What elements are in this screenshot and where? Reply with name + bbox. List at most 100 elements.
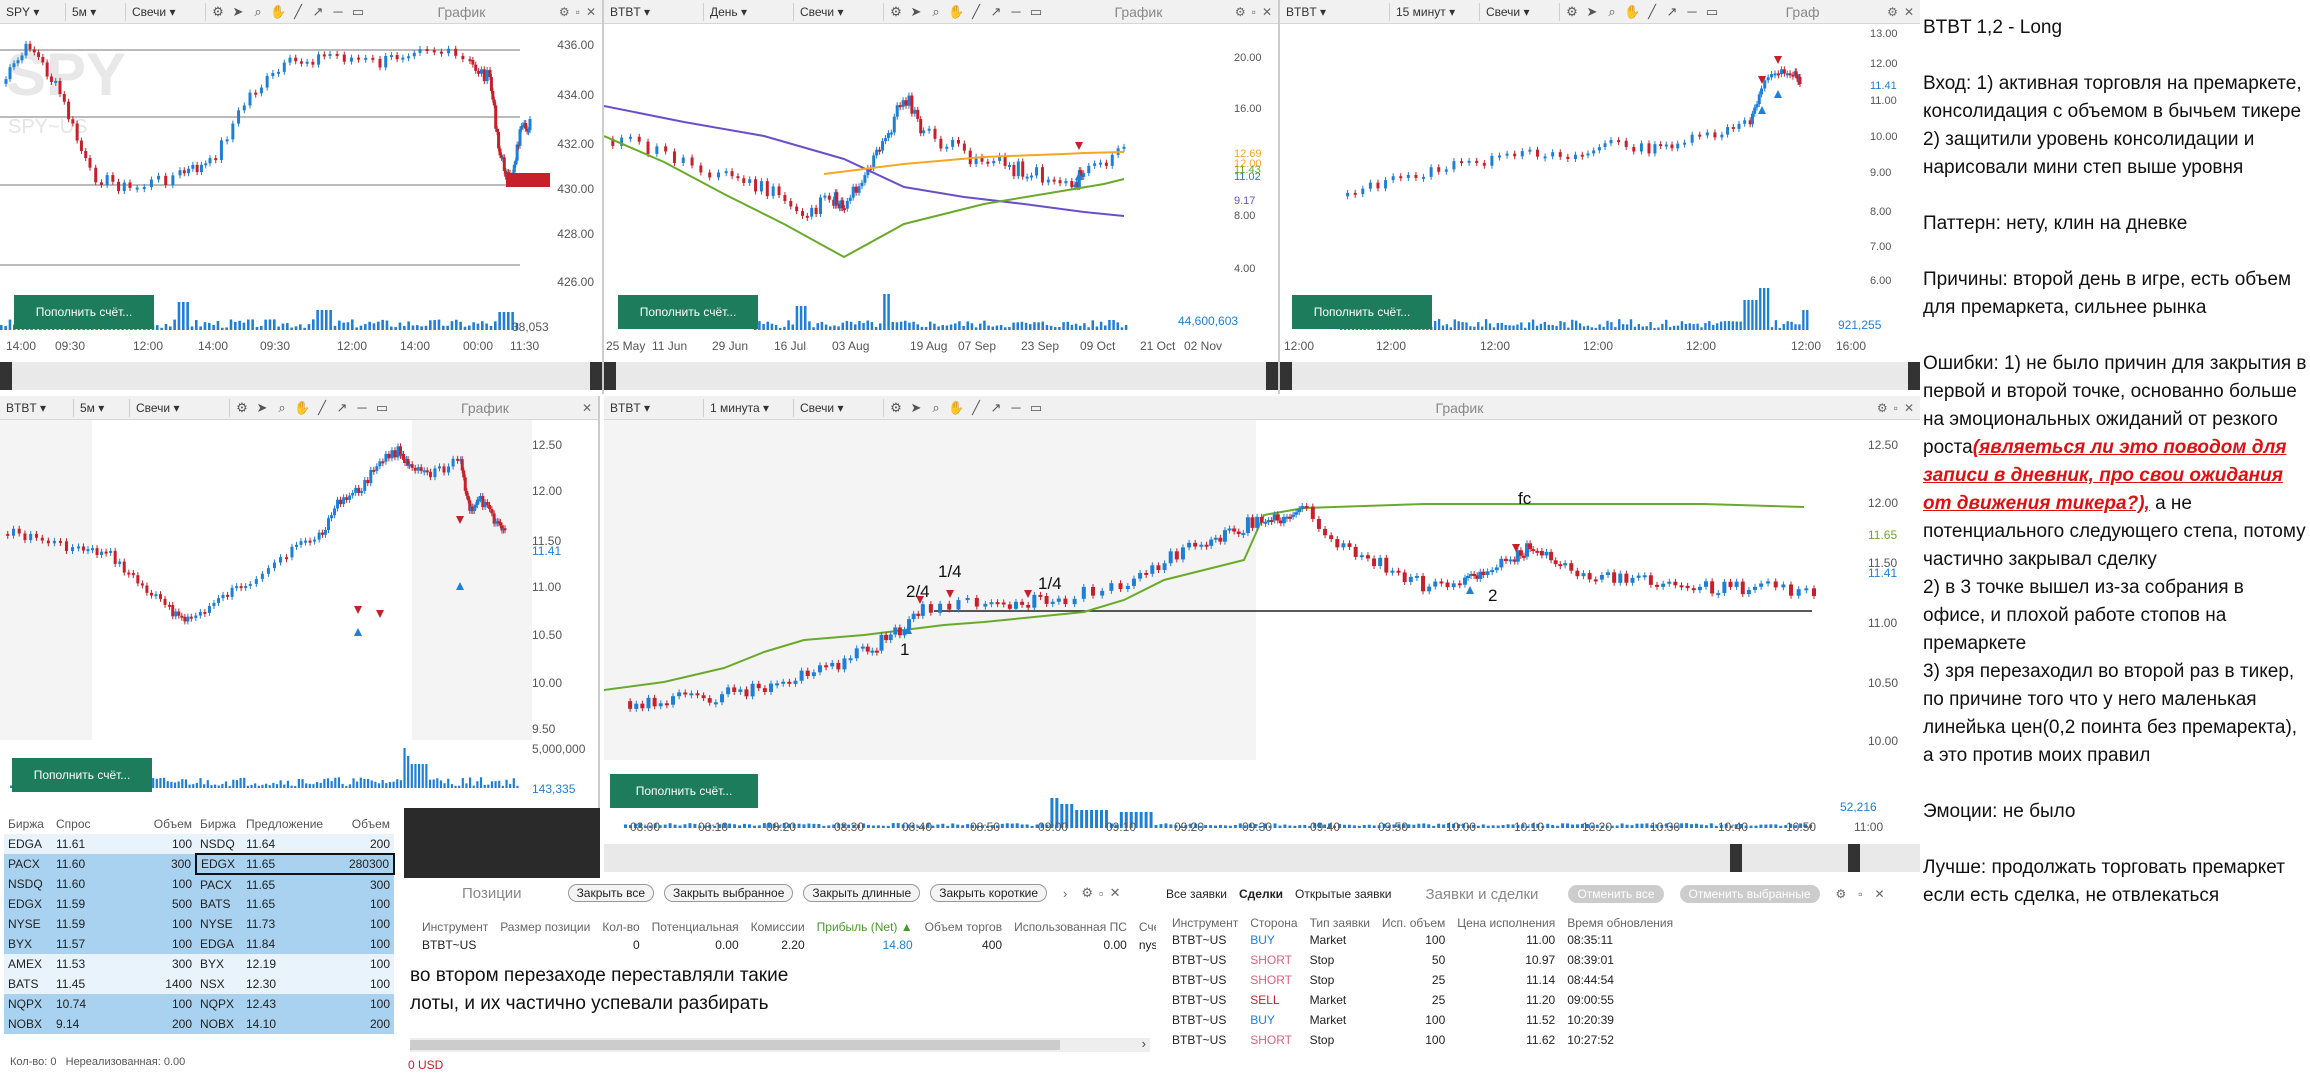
close-icon[interactable]: ✕: [1261, 4, 1272, 19]
gear-icon[interactable]: ⚙: [558, 4, 570, 19]
table-row[interactable]: BTBT~US BUY Market 100 11.52 10:20:39: [1166, 1010, 1679, 1030]
arrow-icon[interactable]: ↗: [1666, 3, 1678, 19]
deposit-button[interactable]: Пополнить счёт...: [610, 774, 758, 808]
chevron-right-icon[interactable]: ›: [1063, 885, 1068, 901]
restore-icon[interactable]: ▫: [1099, 885, 1104, 901]
level2-row[interactable]: EDGA 11.61 100 NSDQ 11.64 200: [4, 834, 394, 854]
close-icon[interactable]: ✕: [585, 4, 596, 19]
gear-icon[interactable]: ⚙: [1234, 4, 1246, 19]
price-chart[interactable]: [1280, 24, 1920, 394]
deposit-button[interactable]: Пополнить счёт...: [12, 758, 152, 792]
settings-icon[interactable]: ⚙: [212, 3, 224, 19]
rect-icon[interactable]: ▭: [351, 3, 365, 19]
close-icon[interactable]: ✕: [1874, 887, 1885, 901]
deposit-button[interactable]: Пополнить счёт...: [618, 295, 758, 329]
hline-icon[interactable]: ─: [333, 3, 343, 19]
cancel-selected-button[interactable]: Отменить выбранные: [1679, 885, 1820, 903]
restore-icon[interactable]: ▫: [1251, 4, 1256, 19]
close-icon[interactable]: ✕: [1903, 400, 1914, 415]
gear-icon[interactable]: ⚙: [1887, 4, 1898, 19]
gear-icon[interactable]: ⚙: [1081, 885, 1094, 900]
settings-icon[interactable]: ⚙: [1566, 3, 1578, 19]
restore-icon[interactable]: ▫: [1893, 400, 1898, 415]
zoom-icon[interactable]: ⌕: [254, 3, 262, 19]
cancel-all-button[interactable]: Отменить все: [1568, 885, 1664, 903]
settings-icon[interactable]: ⚙: [236, 399, 248, 415]
cursor-icon[interactable]: ➤: [1586, 3, 1598, 19]
line-icon[interactable]: ╱: [972, 399, 980, 415]
table-row[interactable]: BTBT~US BUY Market 100 11.00 08:35:11: [1166, 930, 1679, 950]
cursor-icon[interactable]: ➤: [256, 399, 268, 415]
table-row[interactable]: BTBT~US 0 0.00 2.20 14.80 400 0.00 nyse: [416, 934, 1156, 956]
symbol-select[interactable]: SPY ▾: [0, 2, 66, 21]
price-chart[interactable]: [604, 24, 1280, 394]
interval-select[interactable]: 5м ▾: [74, 398, 130, 417]
level2-row[interactable]: EDGX 11.59 500 BATS 11.65 100: [4, 894, 394, 914]
tab-all-orders[interactable]: Все заявки: [1166, 887, 1228, 901]
hline-icon[interactable]: ─: [1011, 3, 1021, 19]
arrow-icon[interactable]: ↗: [336, 399, 348, 415]
tab-open-orders[interactable]: Открытые заявки: [1294, 887, 1392, 901]
price-chart[interactable]: [604, 420, 1920, 874]
settings-icon[interactable]: ⚙: [890, 399, 902, 415]
arrow-icon[interactable]: ↗: [312, 3, 324, 19]
line-icon[interactable]: ╱: [1648, 3, 1656, 19]
gear-icon[interactable]: ⚙: [1876, 400, 1888, 415]
symbol-select[interactable]: BTBT ▾: [604, 2, 704, 21]
restore-icon[interactable]: ▫: [1858, 887, 1863, 901]
gear-icon[interactable]: ⚙: [1835, 887, 1847, 901]
hline-icon[interactable]: ─: [1011, 399, 1021, 415]
hand-icon[interactable]: ✋: [294, 399, 311, 415]
line-icon[interactable]: ╱: [318, 399, 326, 415]
chart-scroller[interactable]: [1280, 362, 1920, 390]
table-row[interactable]: BTBT~US SHORT Stop 50 10.97 08:39:01: [1166, 950, 1679, 970]
close-icon[interactable]: ✕: [581, 400, 592, 415]
restore-icon[interactable]: ▫: [575, 4, 580, 19]
rect-icon[interactable]: ▭: [1029, 399, 1043, 415]
cursor-icon[interactable]: ➤: [232, 3, 244, 19]
chart-type-select[interactable]: Свечи ▾: [130, 398, 230, 417]
deposit-button[interactable]: Пополнить счёт...: [1292, 295, 1432, 329]
level2-row[interactable]: BATS 11.45 1400 NSX 12.30 100: [4, 974, 394, 994]
close-all-button[interactable]: Закрыть все: [567, 884, 655, 902]
level2-row[interactable]: NSDQ 11.60 100 PACX 11.65 300: [4, 874, 394, 894]
close-icon[interactable]: ✕: [1903, 4, 1914, 19]
table-row[interactable]: BTBT~US SHORT Stop 100 11.62 10:27:52: [1166, 1030, 1679, 1050]
tab-deals[interactable]: Сделки: [1239, 887, 1283, 901]
table-row[interactable]: BTBT~US SHORT Stop 25 11.14 08:44:54: [1166, 970, 1679, 990]
table-row[interactable]: BTBT~US SELL Market 25 11.20 09:00:55: [1166, 990, 1679, 1010]
chart-type-select[interactable]: Свечи ▾: [794, 398, 884, 417]
hline-icon[interactable]: ─: [1687, 3, 1697, 19]
chart-scroller[interactable]: [604, 362, 1278, 390]
arrow-icon[interactable]: ↗: [990, 3, 1002, 19]
close-icon[interactable]: ✕: [1109, 885, 1121, 900]
chevron-right-icon[interactable]: ›: [1141, 1036, 1146, 1051]
zoom-icon[interactable]: ⌕: [278, 399, 286, 415]
settings-icon[interactable]: ⚙: [890, 3, 902, 19]
interval-select[interactable]: 5м ▾: [66, 2, 126, 21]
positions-tab[interactable]: Позиции: [462, 884, 522, 902]
price-chart[interactable]: [0, 420, 600, 808]
chart-scroller[interactable]: [604, 844, 1920, 872]
interval-select[interactable]: 15 минут ▾: [1390, 2, 1480, 21]
deposit-button[interactable]: Пополнить счёт...: [14, 295, 154, 329]
zoom-icon[interactable]: ⌕: [932, 399, 940, 415]
line-icon[interactable]: ╱: [294, 3, 302, 19]
level2-row[interactable]: NYSE 11.59 100 NYSE 11.73 100: [4, 914, 394, 934]
hand-icon[interactable]: ✋: [948, 399, 965, 415]
level2-row[interactable]: NOBX 9.14 200 NOBX 14.10 200: [4, 1014, 394, 1034]
hand-icon[interactable]: ✋: [948, 3, 965, 19]
symbol-select[interactable]: BTBT ▾: [0, 398, 74, 417]
interval-select[interactable]: День ▾: [704, 2, 794, 21]
symbol-select[interactable]: BTBT ▾: [604, 398, 704, 417]
interval-select[interactable]: 1 минута ▾: [704, 398, 794, 417]
zoom-icon[interactable]: ⌕: [1608, 3, 1616, 19]
rect-icon[interactable]: ▭: [375, 399, 389, 415]
chart-type-select[interactable]: Свечи ▾: [126, 2, 206, 21]
symbol-select[interactable]: BTBT ▾: [1280, 2, 1390, 21]
cursor-icon[interactable]: ➤: [910, 399, 922, 415]
arrow-icon[interactable]: ↗: [990, 399, 1002, 415]
rect-icon[interactable]: ▭: [1705, 3, 1719, 19]
cursor-icon[interactable]: ➤: [910, 3, 922, 19]
level2-row[interactable]: NQPX 10.74 100 NQPX 12.43 100: [4, 994, 394, 1014]
